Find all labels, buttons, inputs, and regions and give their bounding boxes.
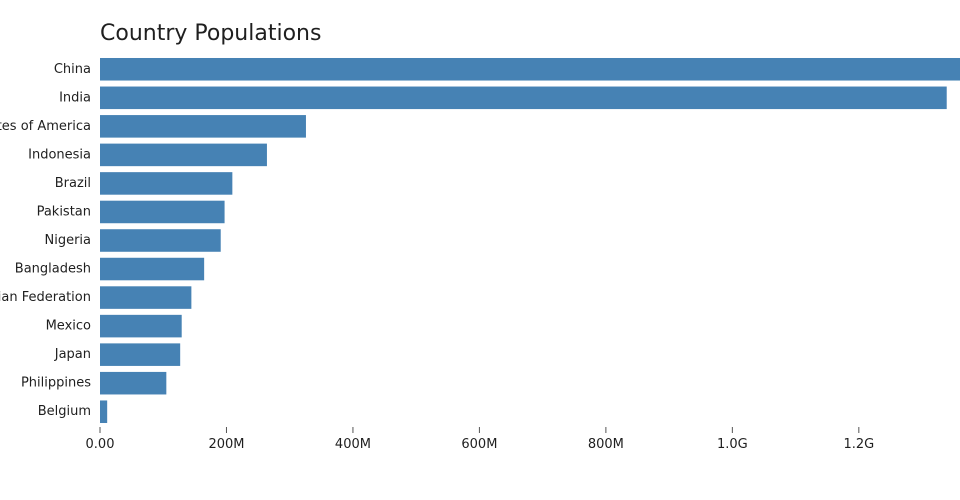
category-label-0: China: [54, 62, 91, 77]
category-label-7: Bangladesh: [15, 262, 91, 277]
category-label-11: Philippines: [21, 376, 91, 391]
bar-8: [100, 286, 192, 309]
bar-11: [100, 371, 167, 395]
x-axis: 0.00 200M 400M 600M 800M 1.0G 1.2G: [86, 427, 874, 452]
x-tick-label-6: 1.2G: [843, 437, 874, 452]
bar-10: [100, 343, 181, 366]
bar-1: [100, 86, 947, 110]
category-label-1: India: [59, 90, 91, 105]
x-tick-label-3: 600M: [461, 437, 497, 452]
bar-6: [100, 229, 221, 252]
x-tick-label-2: 400M: [335, 437, 371, 452]
category-labels: China India United States of America Indone…: [0, 62, 91, 419]
bar-2: [100, 115, 306, 138]
category-label-3: Indonesia: [28, 147, 91, 162]
bar-3: [100, 143, 267, 167]
bars-group: [100, 57, 960, 424]
x-tick-label-1: 200M: [208, 437, 244, 452]
category-label-12: Belgium: [38, 404, 91, 419]
category-label-9: Mexico: [46, 319, 91, 334]
bar-12: [100, 400, 108, 424]
category-label-5: Pakistan: [37, 204, 91, 219]
x-tick-label-0: 0.00: [86, 437, 115, 452]
bar-4: [100, 172, 233, 195]
bar-7: [100, 257, 205, 281]
chart-title: Country Populations: [100, 21, 321, 46]
category-label-4: Brazil: [55, 176, 91, 191]
bar-9: [100, 314, 182, 338]
x-tick-label-5: 1.0G: [717, 437, 748, 452]
category-label-2: United States of America: [0, 119, 91, 134]
category-label-10: Japan: [54, 347, 91, 362]
category-label-8: Russian Federation: [0, 290, 91, 305]
category-label-6: Nigeria: [44, 233, 91, 248]
bar-5: [100, 200, 225, 224]
x-tick-label-4: 800M: [588, 437, 624, 452]
bar-0: [100, 57, 960, 81]
